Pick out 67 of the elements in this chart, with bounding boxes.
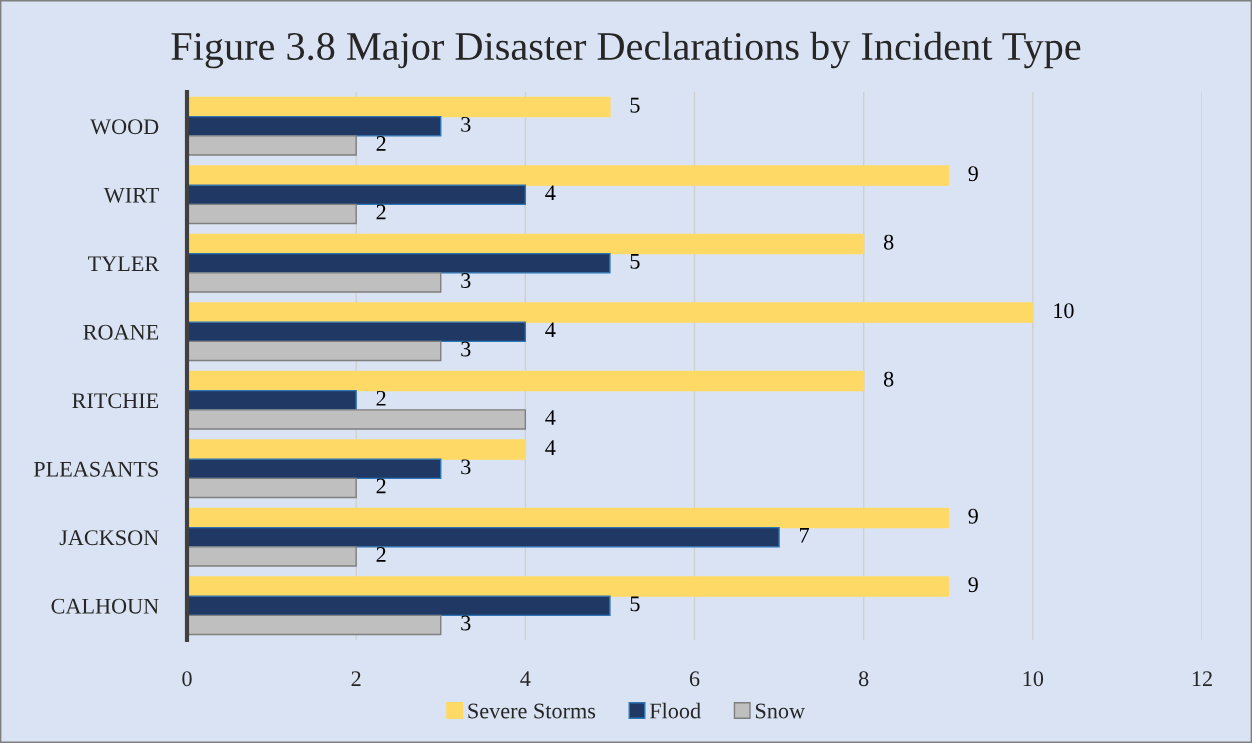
data-label: 2 xyxy=(376,390,386,406)
data-label: 10 xyxy=(1054,303,1074,319)
legend-label: Snow xyxy=(755,703,805,719)
bar xyxy=(187,370,865,392)
data-label: 4 xyxy=(545,185,556,201)
data-label: 5 xyxy=(630,254,640,269)
data-label: 4 xyxy=(545,440,556,455)
bar xyxy=(187,614,442,636)
data-label: 2 xyxy=(376,136,386,151)
x-tick-label: 4 xyxy=(520,671,531,686)
bar xyxy=(187,165,949,186)
data-label: 7 xyxy=(799,528,809,543)
y-tick-label: JACKSON xyxy=(59,530,159,546)
data-label: 2 xyxy=(376,478,386,494)
bar xyxy=(187,272,442,293)
legend-label: Flood xyxy=(649,702,701,719)
bar xyxy=(187,595,611,617)
bar xyxy=(187,526,780,548)
x-tick-label: 6 xyxy=(689,671,700,687)
data-label: 8 xyxy=(883,234,894,250)
bar xyxy=(187,439,527,460)
data-label: 3 xyxy=(461,459,471,475)
bar xyxy=(187,546,357,567)
x-tick-label: 12 xyxy=(1192,671,1212,686)
data-label: 9 xyxy=(968,508,978,524)
bar xyxy=(187,302,1034,323)
data-label: 8 xyxy=(883,371,894,387)
y-tick-label: PLEASANTS xyxy=(33,461,158,477)
bar xyxy=(187,507,949,529)
bar xyxy=(187,409,527,430)
y-tick-label: CALHOUN xyxy=(51,598,159,614)
legend-label: Severe Storms xyxy=(468,703,596,719)
bar xyxy=(187,203,357,225)
data-label: 2 xyxy=(376,547,386,562)
y-tick-label: WOOD xyxy=(90,119,159,135)
data-label: 5 xyxy=(630,97,640,113)
bar xyxy=(187,184,527,206)
bar xyxy=(187,252,611,274)
data-label: 9 xyxy=(968,166,978,182)
data-label: 9 xyxy=(968,577,978,593)
x-tick-label: 10 xyxy=(1023,671,1044,687)
y-tick-label: TYLER xyxy=(88,256,160,271)
data-label: 4 xyxy=(545,322,556,338)
data-label: 4 xyxy=(545,410,556,425)
bar xyxy=(187,389,357,411)
bar xyxy=(187,115,442,137)
bar xyxy=(187,340,442,362)
data-label: 3 xyxy=(461,341,471,357)
chart-title: Figure 3.8 Major Disaster Declarations by Incident Type xyxy=(171,31,1081,69)
data-label: 3 xyxy=(461,273,471,288)
data-label: 3 xyxy=(461,615,471,631)
x-tick-label: 8 xyxy=(858,671,869,687)
data-label: 3 xyxy=(461,116,471,132)
bar xyxy=(187,576,949,597)
bar xyxy=(187,458,442,480)
bar xyxy=(187,321,527,343)
x-tick-label: 0 xyxy=(182,671,192,687)
bar xyxy=(187,477,357,499)
x-tick-label: 2 xyxy=(351,671,361,686)
data-label: 5 xyxy=(630,596,640,612)
bar xyxy=(187,135,357,156)
y-tick-label: RITCHIE xyxy=(72,393,159,409)
y-tick-label: WIRT xyxy=(103,187,159,203)
bar xyxy=(187,233,865,255)
data-label: 2 xyxy=(376,204,386,220)
y-tick-label: ROANE xyxy=(83,324,159,340)
bar xyxy=(187,96,611,118)
